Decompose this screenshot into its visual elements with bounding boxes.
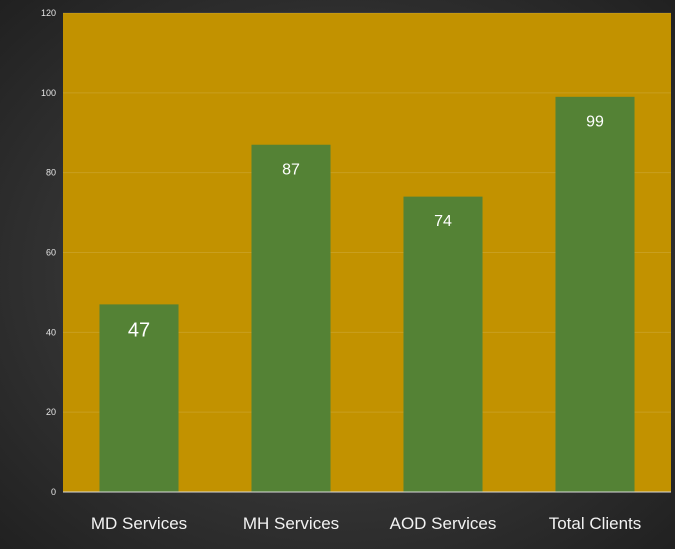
x-axis: MD Services MH Services AOD Services Total … <box>91 514 641 533</box>
bars <box>99 96 635 492</box>
y-tick-label: 100 <box>41 88 56 98</box>
y-tick-label: 20 <box>46 407 56 417</box>
data-label: 74 <box>434 213 452 230</box>
y-tick-label: 0 <box>51 487 56 497</box>
data-label: 87 <box>282 161 300 178</box>
bar <box>99 304 179 492</box>
x-tick-label: MD Services <box>91 514 187 533</box>
data-label: 47 <box>128 319 150 341</box>
bar <box>555 96 635 492</box>
data-label: 99 <box>586 113 604 130</box>
x-tick-label: AOD Services <box>390 514 497 533</box>
y-tick-label: 120 <box>41 8 56 18</box>
y-tick-label: 60 <box>46 248 56 258</box>
bar <box>251 144 331 492</box>
y-tick-label: 40 <box>46 327 56 337</box>
y-tick-label: 80 <box>46 168 56 178</box>
data-labels: 47 87 74 99 <box>128 113 604 341</box>
x-tick-label: Total Clients <box>549 514 642 533</box>
x-tick-label: MH Services <box>243 514 339 533</box>
y-axis: 0 20 40 60 80 100 120 <box>41 8 671 497</box>
bar <box>403 196 483 492</box>
